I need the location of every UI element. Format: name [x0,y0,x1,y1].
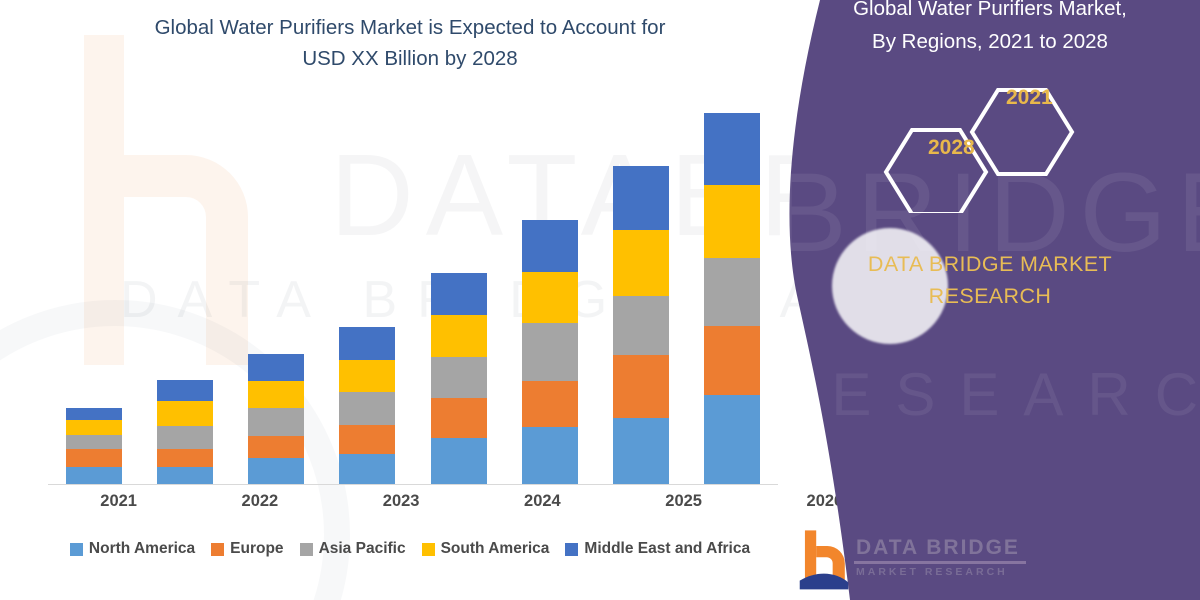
footer-logo-text: DATA BRIDGE [856,536,1020,559]
bar-segment[interactable] [521,322,578,382]
bar-segment[interactable] [613,354,670,418]
bar-segment[interactable] [339,359,396,393]
legend-item[interactable]: Middle East and Africa [565,540,750,558]
bridge-logo-icon [799,530,849,590]
chart-title-line-1: Global Water Purifiers Market is Expecte… [154,16,666,39]
footer-logo-subtext: MARKET RESEARCH [856,566,1008,578]
bar-column[interactable] [248,100,305,484]
footer-logo-divider [854,561,1026,564]
x-axis-line [48,484,778,485]
bar-segment[interactable] [613,229,670,296]
bar-segment[interactable] [704,112,761,185]
bar-column[interactable] [704,100,761,484]
legend-swatch-icon [565,542,579,556]
bar-column[interactable] [339,100,396,484]
legend-swatch-icon [421,542,435,556]
hexagon-outlines-icon [883,88,1075,213]
bar-segment[interactable] [156,466,213,484]
bar-segment[interactable] [65,448,122,467]
chart-title-line-2: USD XX Billion by 2028 [302,47,518,70]
bar-column[interactable] [65,100,122,484]
legend-swatch-icon [299,542,313,556]
bar-segment[interactable] [430,315,487,357]
bar-segment[interactable] [248,435,305,459]
bar-segment[interactable] [704,184,761,259]
legend-item[interactable]: North America [69,540,196,558]
legend-label: Asia Pacific [318,540,406,557]
bar-segment[interactable] [65,408,122,420]
brand-line-1: DATA BRIDGE MARKET [867,252,1113,276]
panel-background-shape [789,0,1200,600]
chart-plot-area [0,100,800,485]
panel-watermark-circle [832,228,948,344]
bar-segment[interactable] [156,400,213,427]
bar-column[interactable] [156,100,213,484]
legend-label: Middle East and Africa [584,540,751,557]
x-axis-label: 2022 [241,492,279,510]
bar-segment[interactable] [430,273,487,316]
legend-label: North America [88,540,196,557]
legend-item[interactable]: Asia Pacific [299,540,406,558]
footer-logo: DATA BRIDGE MARKET RESEARCH [798,528,1058,600]
bar-segment[interactable] [156,448,213,467]
bar-segment[interactable] [430,438,487,484]
panel-title: Global Water Purifiers Market, By Region… [790,0,1190,58]
bar-column[interactable] [613,100,670,484]
legend-swatch-icon [211,542,225,556]
legend-swatch-icon [69,542,83,556]
bar-group [48,100,778,484]
hex-badge-left-label: 2028 [928,136,975,159]
bar-segment[interactable] [613,166,670,230]
panel-watermark-subtext: RESEARCH [764,361,1200,428]
bar-segment[interactable] [339,392,396,426]
brand-line-2: RESEARCH [928,284,1052,308]
x-axis-label: 2021 [100,492,137,510]
bar-segment[interactable] [521,427,578,484]
x-axis-label: 2024 [524,492,561,510]
panel-title-line-2: By Regions, 2021 to 2028 [872,30,1108,53]
legend-item[interactable]: South America [421,540,550,558]
bar-segment[interactable] [521,381,578,428]
bar-segment[interactable] [521,219,578,273]
bar-column[interactable] [521,100,578,484]
brand-name: DATA BRIDGE MARKET RESEARCH [800,248,1180,312]
bar-segment[interactable] [339,425,396,455]
bar-segment[interactable] [613,417,670,484]
legend-label: Europe [230,540,284,557]
bar-segment[interactable] [65,419,122,435]
bar-segment[interactable] [65,466,122,484]
bar-segment[interactable] [248,381,305,409]
bar-segment[interactable] [704,325,761,396]
bar-segment[interactable] [248,458,305,484]
hexagon-badges: 2021 2028 [880,86,1100,213]
right-info-panel: BRIDGE RESEARCH Global Water Purifiers M… [764,0,1200,600]
x-axis-label: 2025 [665,492,702,510]
bar-segment[interactable] [248,353,305,382]
bar-segment[interactable] [339,326,396,360]
bar-segment[interactable] [704,258,761,326]
bar-segment[interactable] [704,395,761,484]
bar-segment[interactable] [430,398,487,439]
bar-segment[interactable] [65,434,122,449]
legend-label: South America [440,540,550,557]
legend-item[interactable]: Europe [211,540,284,558]
x-axis-label: 2023 [382,492,420,510]
bar-segment[interactable] [521,272,578,323]
bar-column[interactable] [430,100,487,484]
bar-segment[interactable] [613,295,670,355]
panel-title-line-1: Global Water Purifiers Market, [853,0,1127,20]
bar-segment[interactable] [156,426,213,449]
bar-segment[interactable] [248,408,305,436]
chart-title: Global Water Purifiers Market is Expecte… [60,12,760,74]
bar-segment[interactable] [430,356,487,399]
hex-badge-right-label: 2021 [1006,86,1053,109]
chart-legend: North America Europe Asia Pacific South Ame… [40,540,780,558]
bar-segment[interactable] [156,380,213,401]
x-axis-label: 2026 [806,492,844,510]
bar-segment[interactable] [339,454,396,484]
